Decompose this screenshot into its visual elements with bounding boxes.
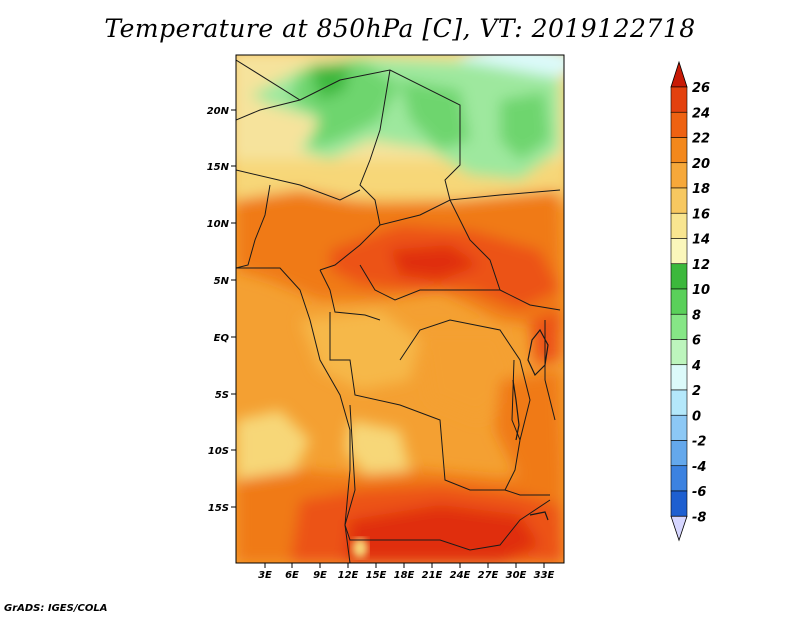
colorbar-label: -6 [692,485,706,500]
colorbar-label: 22 [692,132,710,147]
longitude-label: 9E [313,570,327,581]
colorbar-label: 14 [692,233,710,248]
colorbar-segment [670,263,688,290]
temperature-field [236,55,564,563]
longitude-label: 15E [366,570,387,581]
longitude-label: 3E [258,570,272,581]
map-title: Temperature at 850hPa [C], VT: 201912271… [104,14,696,43]
longitude-label: 33E [534,570,555,581]
colorbar-bottom-arrow [670,515,688,542]
colorbar-segment [670,137,688,164]
longitude-label: 18E [394,570,415,581]
colorbar-segment [670,187,688,214]
lakes [512,328,549,521]
colorbar-segment [670,364,688,391]
colorbar-label: 16 [692,207,710,222]
colorbar-top-arrow [670,60,688,88]
colorbar-segment [670,339,688,366]
colorbar-label: -2 [692,435,706,450]
latitude-label: 15S [208,503,229,514]
colorbar-label: 12 [692,258,710,273]
colorbar-segment [670,86,688,113]
map-frame [235,54,565,564]
colorbar-segment [670,490,688,517]
longitude-label: 24E [450,570,471,581]
colorbar-segment [670,389,688,416]
colorbar-segment [670,465,688,492]
colorbar-label: 10 [692,283,710,298]
longitude-label: 6E [285,570,299,581]
longitude-label: 12E [338,570,359,581]
country-borders [236,59,561,563]
colorbar-segment [670,111,688,138]
longitude-label: 21E [422,570,443,581]
latitude-label: 15N [207,162,230,173]
colorbar-label: 8 [692,308,701,323]
colorbar-label: 0 [692,409,701,424]
colorbar-segment [670,212,688,239]
longitude-label: 27E [478,570,499,581]
colorbar-label: -4 [692,460,706,475]
colorbar-label: 20 [692,157,710,172]
longitude-label: 30E [506,570,527,581]
latitude-label: 10N [207,219,230,230]
colorbar-segment [670,414,688,441]
colorbar-segment [670,313,688,340]
colorbar-label: 26 [692,81,710,96]
latitude-label: 5S [215,390,229,401]
colorbar-label: 2 [692,384,701,399]
grads-credit: GrADS: IGES/COLA [4,603,108,614]
latitude-label: 20N [207,106,230,117]
latitude-label: 10S [208,446,229,457]
colorbar-segment [670,288,688,315]
latitude-label: EQ [214,333,230,344]
colorbar-label: 18 [692,182,710,197]
colorbar-label: 6 [692,334,701,349]
colorbar-label: -8 [692,510,706,525]
colorbar-label: 24 [692,106,710,121]
colorbar-label: 4 [691,359,701,374]
longitude-axis: 3E 6E 9E 12E 15E 18E 21E 24E 27E 30E 33E [258,563,555,581]
latitude-axis: 20N 15N 10N 5N EQ 5S 10S 15S [207,106,236,514]
colorbar-segment [670,238,688,265]
colorbar-segment [670,162,688,189]
latitude-label: 5N [214,276,230,287]
colorbar-segment [670,440,688,467]
